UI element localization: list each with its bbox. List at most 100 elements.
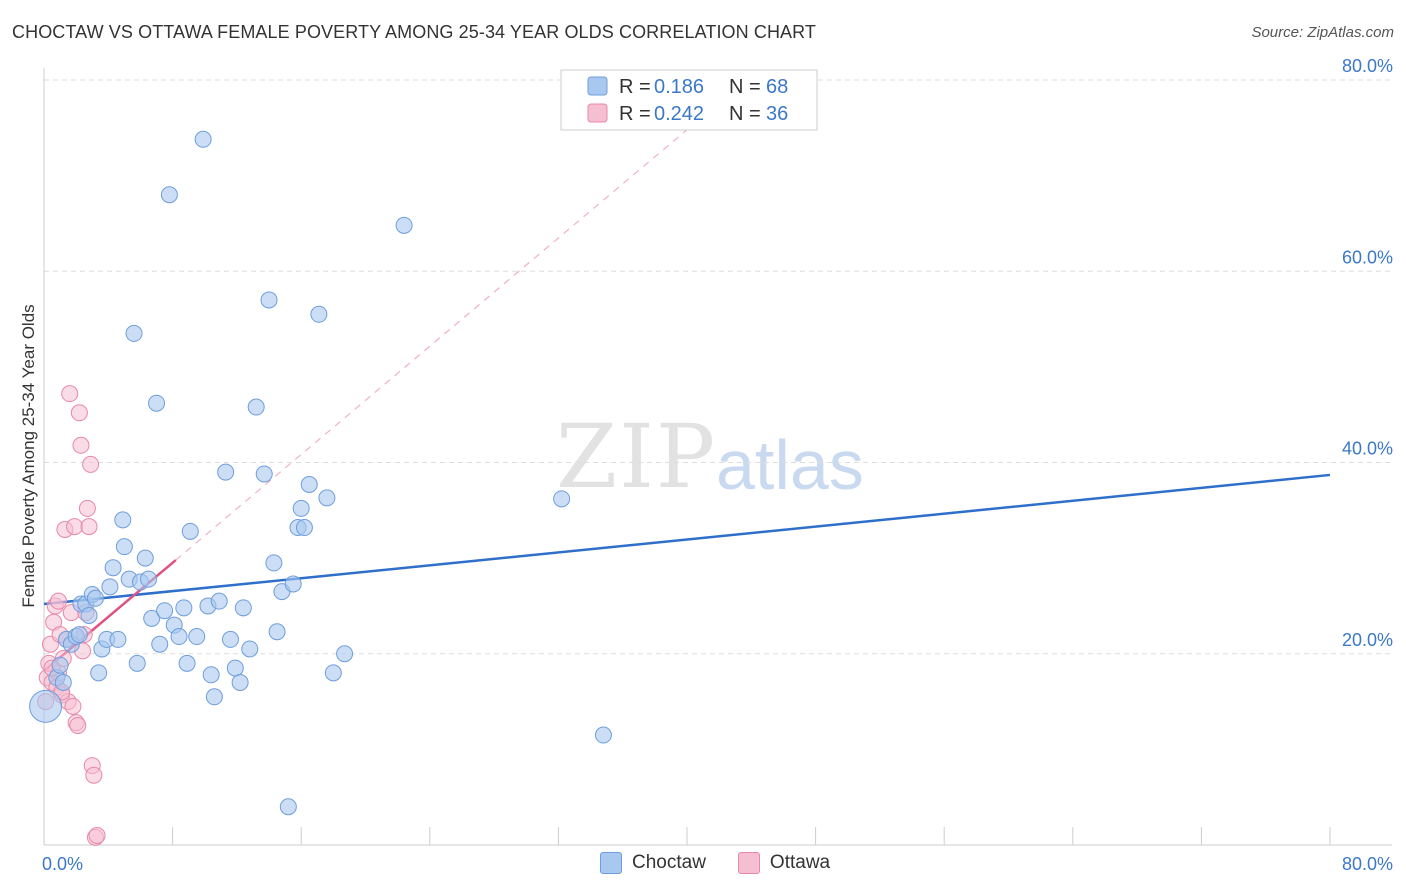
choctaw-point [139, 570, 157, 588]
choctaw-point [395, 216, 413, 234]
choctaw-point [188, 628, 206, 646]
choctaw-trend-line [43, 473, 1331, 606]
grid-lines [44, 79, 1392, 655]
choctaw-point [210, 592, 228, 610]
choctaw-point [226, 659, 244, 677]
choctaw-point [70, 626, 88, 644]
choctaw-point [109, 630, 127, 648]
choctaw-point [148, 394, 166, 412]
choctaw-point [295, 519, 313, 537]
choctaw-point [156, 602, 174, 620]
ottawa-point [82, 455, 100, 473]
choctaw-point [29, 689, 63, 723]
choctaw-point [104, 559, 122, 577]
choctaw-point [205, 688, 223, 706]
ottawa-point [66, 518, 84, 536]
choctaw-legend-label: Choctaw [632, 852, 706, 873]
choctaw-point [284, 575, 302, 593]
ottawa-point [88, 826, 106, 844]
choctaw-point [160, 186, 178, 204]
tick-labels: 20.0% 40.0% 60.0% 80.0% 0.0% 80.0% [42, 56, 1393, 874]
choctaw-point [125, 324, 143, 342]
ottawa-point [49, 592, 67, 610]
ottawa-r-value: 0.242 [654, 103, 704, 125]
watermark-atlas: atlas [716, 426, 864, 504]
ottawa-point [70, 404, 88, 422]
choctaw-point [115, 538, 133, 556]
ottawa-trend-extension [175, 129, 688, 561]
choctaw-point [194, 130, 212, 148]
ottawa-point [85, 766, 103, 784]
choctaw-point [170, 628, 188, 646]
choctaw-point [151, 635, 169, 653]
choctaw-point [101, 578, 119, 596]
ottawa-swatch [587, 103, 608, 123]
choctaw-point [260, 291, 278, 309]
choctaw-point [86, 589, 104, 607]
choctaw-legend-swatch [600, 852, 622, 874]
choctaw-point [300, 475, 318, 493]
choctaw-point [128, 654, 146, 672]
choctaw-point [553, 490, 571, 508]
choctaw-point [594, 726, 612, 744]
legend-item-ottawa[interactable]: Ottawa [737, 852, 831, 874]
y-tick-label: 60.0% [1342, 247, 1393, 267]
choctaw-point [241, 640, 259, 658]
series-legend: Choctaw Ottawa [600, 852, 852, 874]
ottawa-point [64, 697, 82, 715]
ottawa-n-label: N = [729, 103, 761, 125]
x-tick-label: 0.0% [42, 854, 83, 874]
choctaw-point [292, 499, 310, 517]
choctaw-r-label: R = [619, 76, 651, 98]
choctaw-point [178, 654, 196, 672]
choctaw-point [234, 599, 252, 617]
choctaw-point [255, 465, 273, 483]
choctaw-point [202, 666, 220, 684]
choctaw-point [143, 609, 161, 627]
x-tick-label: 80.0% [1342, 854, 1393, 874]
choctaw-point [336, 645, 354, 663]
ottawa-legend-swatch [737, 852, 760, 874]
choctaw-r-value: 0.186 [654, 76, 704, 98]
ottawa-point [72, 436, 90, 454]
choctaw-point [268, 623, 286, 641]
choctaw-point [217, 463, 235, 481]
trend-lines [43, 129, 1331, 672]
choctaw-point [175, 599, 193, 617]
choctaw-point [181, 522, 199, 540]
watermark-zip: ZIP [556, 405, 718, 508]
choctaw-n-label: N = [729, 76, 761, 98]
ottawa-point [80, 518, 98, 536]
ottawa-legend-label: Ottawa [769, 852, 831, 873]
source-label: Source: ZipAtlas.com [1251, 24, 1394, 41]
choctaw-point [80, 607, 98, 624]
choctaw-point [310, 305, 328, 323]
ottawa-n-value: 36 [766, 103, 788, 125]
data-points [29, 130, 612, 846]
ottawa-point [61, 385, 79, 403]
choctaw-point [247, 398, 265, 416]
ottawa-r-label: R = [619, 103, 651, 125]
ottawa-point [78, 499, 96, 517]
choctaw-point [265, 554, 283, 572]
choctaw-point [54, 673, 72, 691]
choctaw-point [279, 798, 297, 816]
choctaw-n-value: 68 [766, 76, 788, 98]
choctaw-point [318, 489, 336, 507]
choctaw-point [114, 511, 132, 529]
chart-title: CHOCTAW VS OTTAWA FEMALE POVERTY AMONG 2… [12, 22, 817, 42]
axes [43, 68, 1392, 846]
choctaw-point [90, 664, 108, 682]
choctaw-point [221, 630, 239, 648]
ottawa-point [69, 716, 87, 734]
y-tick-label: 40.0% [1342, 439, 1393, 459]
legend-item-choctaw[interactable]: Choctaw [600, 852, 706, 874]
choctaw-point [136, 549, 154, 567]
choctaw-point [51, 656, 69, 674]
stats-legend: R = 0.186 N = 68 R = 0.242 N = 36 [560, 69, 818, 131]
choctaw-point [324, 664, 342, 682]
y-tick-label: 80.0% [1342, 56, 1393, 76]
choctaw-point [231, 673, 249, 691]
y-tick-label: 20.0% [1342, 630, 1393, 650]
